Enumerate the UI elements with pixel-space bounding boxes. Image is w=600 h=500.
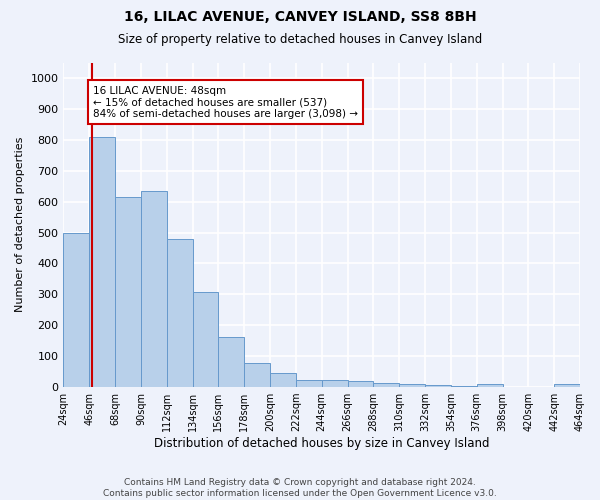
Text: Contains HM Land Registry data © Crown copyright and database right 2024.
Contai: Contains HM Land Registry data © Crown c… <box>103 478 497 498</box>
Bar <box>347 381 373 387</box>
Bar <box>141 191 167 387</box>
Bar <box>399 384 425 387</box>
Bar <box>425 385 451 387</box>
Bar <box>89 136 115 387</box>
Bar <box>554 384 580 387</box>
X-axis label: Distribution of detached houses by size in Canvey Island: Distribution of detached houses by size … <box>154 437 490 450</box>
Bar <box>296 380 322 387</box>
Bar <box>244 363 270 387</box>
Bar <box>193 292 218 387</box>
Bar <box>218 337 244 387</box>
Bar <box>373 384 399 387</box>
Bar <box>451 386 476 387</box>
Bar <box>322 380 347 387</box>
Bar <box>64 232 89 387</box>
Text: Size of property relative to detached houses in Canvey Island: Size of property relative to detached ho… <box>118 32 482 46</box>
Y-axis label: Number of detached properties: Number of detached properties <box>15 137 25 312</box>
Bar <box>167 240 193 387</box>
Bar <box>115 197 141 387</box>
Bar <box>476 384 503 387</box>
Bar <box>270 373 296 387</box>
Text: 16, LILAC AVENUE, CANVEY ISLAND, SS8 8BH: 16, LILAC AVENUE, CANVEY ISLAND, SS8 8BH <box>124 10 476 24</box>
Text: 16 LILAC AVENUE: 48sqm
← 15% of detached houses are smaller (537)
84% of semi-de: 16 LILAC AVENUE: 48sqm ← 15% of detached… <box>93 86 358 119</box>
